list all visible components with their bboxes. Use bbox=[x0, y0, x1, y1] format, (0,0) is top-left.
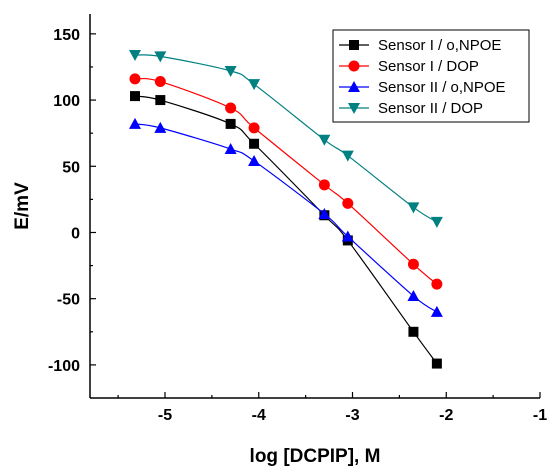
data-point bbox=[342, 197, 354, 209]
data-point bbox=[154, 76, 166, 88]
data-point bbox=[129, 50, 141, 62]
legend-item: Sensor I / DOP bbox=[339, 58, 479, 75]
series-line bbox=[134, 95, 438, 364]
x-tick-label: -4 bbox=[252, 407, 266, 424]
series-line bbox=[134, 54, 438, 223]
data-point bbox=[129, 73, 141, 85]
legend-label: Sensor II / DOP bbox=[378, 100, 483, 117]
data-point bbox=[431, 278, 443, 290]
data-point bbox=[155, 95, 166, 106]
series-layer bbox=[129, 50, 443, 369]
data-point bbox=[224, 143, 237, 155]
series-line bbox=[134, 123, 438, 313]
data-point bbox=[248, 79, 261, 91]
data-point bbox=[129, 117, 141, 129]
series-4 bbox=[129, 50, 443, 228]
y-tick-label: -100 bbox=[48, 358, 80, 375]
data-point bbox=[407, 202, 420, 214]
x-tick-label: -5 bbox=[158, 407, 172, 424]
x-tick-label: -1 bbox=[533, 407, 547, 424]
data-point bbox=[430, 305, 443, 317]
legend-label: Sensor I / o,NPOE bbox=[378, 37, 501, 54]
legend-marker bbox=[349, 40, 359, 50]
y-axis-title: E/mV bbox=[12, 182, 33, 230]
data-point bbox=[408, 326, 419, 337]
data-point bbox=[248, 122, 260, 134]
legend-item: Sensor II / o,NPOE bbox=[339, 79, 506, 96]
data-point bbox=[430, 216, 443, 228]
data-point bbox=[225, 102, 237, 114]
y-tick-label: 0 bbox=[71, 225, 80, 242]
data-point bbox=[318, 179, 330, 191]
legend-marker bbox=[348, 81, 360, 92]
y-tick-label: 100 bbox=[53, 93, 80, 110]
legend-marker bbox=[348, 103, 360, 114]
series-3 bbox=[129, 117, 443, 317]
series-line bbox=[134, 77, 438, 285]
legend-item: Sensor I / o,NPOE bbox=[339, 37, 501, 54]
data-point bbox=[318, 134, 331, 146]
data-point bbox=[225, 118, 236, 129]
series-2 bbox=[129, 73, 443, 290]
data-point bbox=[341, 150, 354, 162]
data-point bbox=[341, 230, 354, 242]
axis-ticks: 150 100 50 0 -50 -100 -5 -4 -3 -2 -1 bbox=[48, 27, 547, 424]
x-axis-title: log [DCPIP], M bbox=[250, 446, 381, 467]
legend-item: Sensor II / DOP bbox=[339, 100, 483, 117]
data-point bbox=[224, 65, 237, 77]
legend: Sensor I / o,NPOE Sensor I / DOP Sensor II… bbox=[332, 29, 530, 123]
data-point bbox=[248, 154, 261, 166]
y-tick-label: 50 bbox=[62, 159, 80, 176]
x-tick-label: -2 bbox=[439, 407, 453, 424]
x-tick-label: -3 bbox=[345, 407, 359, 424]
data-point bbox=[130, 91, 140, 102]
data-point bbox=[407, 290, 420, 302]
data-point bbox=[154, 51, 167, 63]
data-point bbox=[154, 121, 167, 133]
legend-label: Sensor II / o,NPOE bbox=[378, 79, 506, 96]
data-point bbox=[431, 358, 442, 369]
legend-marker bbox=[348, 60, 360, 72]
data-point bbox=[407, 258, 419, 270]
legend-label: Sensor I / DOP bbox=[378, 58, 479, 75]
y-tick-label: -50 bbox=[57, 292, 80, 309]
y-tick-label: 150 bbox=[53, 27, 80, 44]
data-point bbox=[318, 207, 331, 219]
data-point bbox=[249, 138, 260, 149]
